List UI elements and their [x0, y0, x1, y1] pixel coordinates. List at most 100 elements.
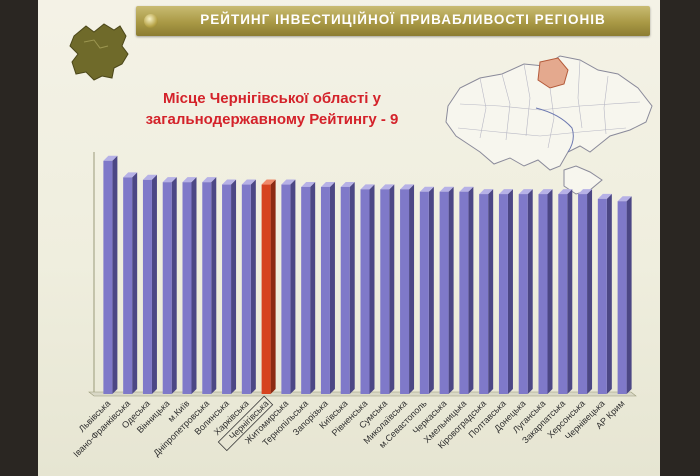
bar-side — [488, 189, 494, 394]
bar-21 — [498, 189, 513, 394]
bar-26 — [597, 193, 612, 394]
bar-16 — [400, 184, 415, 394]
bar-side — [448, 186, 454, 394]
bar-10 — [281, 179, 296, 394]
bar-11 — [301, 181, 316, 394]
bar-2 — [123, 172, 138, 394]
bar-front — [182, 182, 192, 394]
subtitle-line-1: Місце Чернігівської області у — [163, 90, 381, 107]
bar-front — [538, 194, 548, 394]
bar-front — [419, 191, 429, 394]
bar-front — [241, 184, 251, 394]
bar-top — [241, 179, 256, 185]
bar-front — [578, 194, 588, 394]
subtitle-line-2: загальнодержавному Рейтингу - 9 — [145, 111, 399, 128]
bar-side — [527, 189, 533, 394]
bar-front — [320, 186, 330, 394]
bar-3 — [142, 174, 157, 394]
bar-15 — [380, 184, 395, 394]
bar-1 — [103, 155, 118, 394]
bar-top — [103, 155, 118, 161]
bar-side — [606, 193, 612, 394]
bar-top — [439, 186, 454, 192]
bar-side — [231, 179, 237, 394]
bar-top — [162, 177, 177, 183]
bar-side — [547, 189, 553, 394]
bar-13 — [340, 181, 355, 394]
bar-front — [400, 189, 410, 394]
bar-side — [428, 186, 434, 394]
ukraine-map-icon — [445, 55, 653, 195]
map-highlight-region — [537, 57, 569, 89]
bar-top — [222, 179, 237, 185]
bar-top — [301, 181, 316, 187]
bar-14 — [360, 184, 375, 394]
bar-top — [123, 172, 138, 178]
bar-front — [479, 194, 489, 394]
bar-side — [567, 189, 573, 394]
bar-6 — [202, 177, 217, 394]
bar-19 — [459, 186, 474, 394]
bar-side — [389, 184, 395, 394]
bar-top — [578, 189, 593, 195]
bar-20 — [479, 189, 494, 394]
bar-top — [617, 196, 632, 202]
slide: РЕЙТИНГ ІНВЕСТИЦІЙНОЇ ПРИВАБЛИВОСТІ РЕГІ… — [38, 0, 660, 476]
bar-4 — [162, 177, 177, 394]
bar-top — [360, 184, 375, 190]
bar-top — [518, 189, 533, 195]
bar-top — [597, 193, 612, 199]
page-title: РЕЙТИНГ ІНВЕСТИЦІЙНОЇ ПРИВАБЛИВОСТІ РЕГІ… — [200, 12, 606, 27]
bar-side — [211, 177, 217, 394]
bar-front — [202, 182, 212, 394]
bar-18 — [439, 186, 454, 394]
bar-front — [439, 191, 449, 394]
bar-top — [558, 189, 573, 195]
bar-front — [162, 182, 172, 394]
bar-front — [498, 194, 508, 394]
bar-side — [250, 179, 256, 394]
chart-subtitle: Місце Чернігівської області у загальноде… — [122, 88, 422, 130]
bar-top — [459, 186, 474, 192]
bar-front — [340, 186, 350, 394]
bar-12 — [320, 181, 335, 394]
bar-top — [400, 184, 415, 190]
bar-side — [171, 177, 177, 394]
bar-25 — [578, 189, 593, 394]
bar-top — [538, 189, 553, 195]
bar-side — [626, 196, 632, 394]
bar-side — [349, 181, 355, 394]
bar-top — [281, 179, 296, 185]
bar-top — [380, 184, 395, 190]
bar-side — [409, 184, 415, 394]
bar-top — [182, 177, 197, 183]
bar-front — [123, 177, 133, 394]
bar-front — [142, 179, 152, 394]
bar-top — [320, 181, 335, 187]
bar-front — [617, 201, 627, 394]
bar-front — [261, 184, 271, 394]
bar-front — [597, 198, 607, 394]
bar-top — [142, 174, 157, 180]
bar-side — [151, 174, 157, 394]
bar-23 — [538, 189, 553, 394]
bar-top — [498, 189, 513, 195]
bar-side — [270, 179, 276, 394]
bar-front — [360, 189, 370, 394]
bar-8 — [241, 179, 256, 394]
bar-side — [310, 181, 316, 394]
bar-front — [558, 194, 568, 394]
title-banner: РЕЙТИНГ ІНВЕСТИЦІЙНОЇ ПРИВАБЛИВОСТІ РЕГІ… — [136, 6, 650, 36]
bar-side — [132, 172, 138, 394]
bar-side — [290, 179, 296, 394]
bar-9 — [261, 179, 276, 394]
bar-22 — [518, 189, 533, 394]
bar-side — [587, 189, 593, 394]
bar-side — [468, 186, 474, 394]
bar-side — [191, 177, 197, 394]
bar-front — [281, 184, 291, 394]
bar-top — [261, 179, 276, 185]
bar-top — [340, 181, 355, 187]
highlight-label-box — [217, 395, 274, 452]
bar-top — [419, 186, 434, 192]
